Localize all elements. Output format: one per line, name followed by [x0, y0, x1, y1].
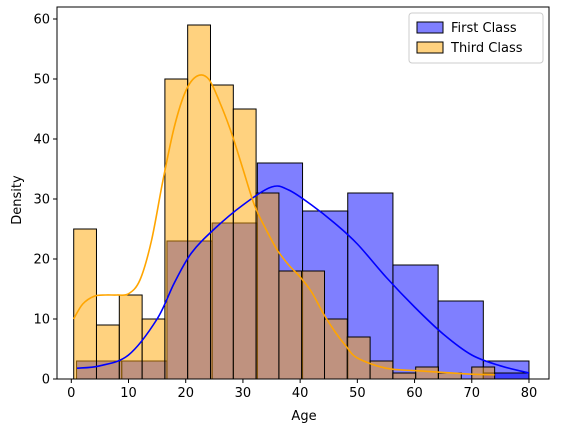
third-class-bar [324, 318, 348, 380]
y-tick-label: 10 [33, 313, 50, 328]
first-class-bar [437, 300, 484, 380]
x-tick-label: 40 [292, 386, 309, 401]
y-tick-label: 60 [33, 13, 50, 28]
legend-label: Third Class [450, 41, 523, 56]
third-class-bar [73, 228, 97, 380]
y-tick-label: 50 [33, 73, 50, 88]
first-class-kde-line [76, 185, 530, 374]
legend-swatch [416, 41, 444, 54]
third-class-bar [392, 372, 417, 380]
y-tick-label: 30 [33, 193, 50, 208]
x-axis-label: Age [291, 409, 316, 424]
third-class-bar [369, 360, 394, 380]
third-class-bar [95, 324, 120, 380]
plot-frame [56, 6, 550, 380]
third-class-bar [255, 192, 280, 380]
third-class-bar [415, 366, 439, 380]
third-class-bar [471, 366, 496, 380]
first-class-bar [392, 264, 439, 380]
axes: 0 10 20 30 40 50 60 70 80 0 10 20 30 40 50 60 [33, 6, 550, 401]
third-class-bar [118, 294, 143, 380]
x-tick-label: 0 [67, 386, 75, 401]
legend-label: First Class [451, 21, 517, 36]
x-tick-label: 20 [177, 386, 194, 401]
third-class-bar [278, 270, 303, 380]
third-class-bar [301, 270, 326, 380]
x-tick-label: 70 [463, 386, 480, 401]
y-axis-label: Density [10, 175, 25, 225]
y-tick-label: 20 [33, 253, 50, 268]
legend-swatch [416, 21, 444, 34]
x-tick-label: 30 [235, 386, 252, 401]
y-tick-label: 0 [42, 373, 50, 388]
x-tick-label: 10 [120, 386, 137, 401]
third-class-bar [164, 78, 189, 380]
third-class-bar [141, 318, 166, 380]
x-tick-label: 80 [521, 386, 538, 401]
x-tick-label: 50 [349, 386, 366, 401]
third-class-kde-line [72, 74, 495, 376]
legend: First Class Third Class [408, 12, 544, 64]
y-tick-label: 40 [33, 133, 50, 148]
x-tick-label: 60 [406, 386, 423, 401]
kde-lines [72, 74, 530, 376]
